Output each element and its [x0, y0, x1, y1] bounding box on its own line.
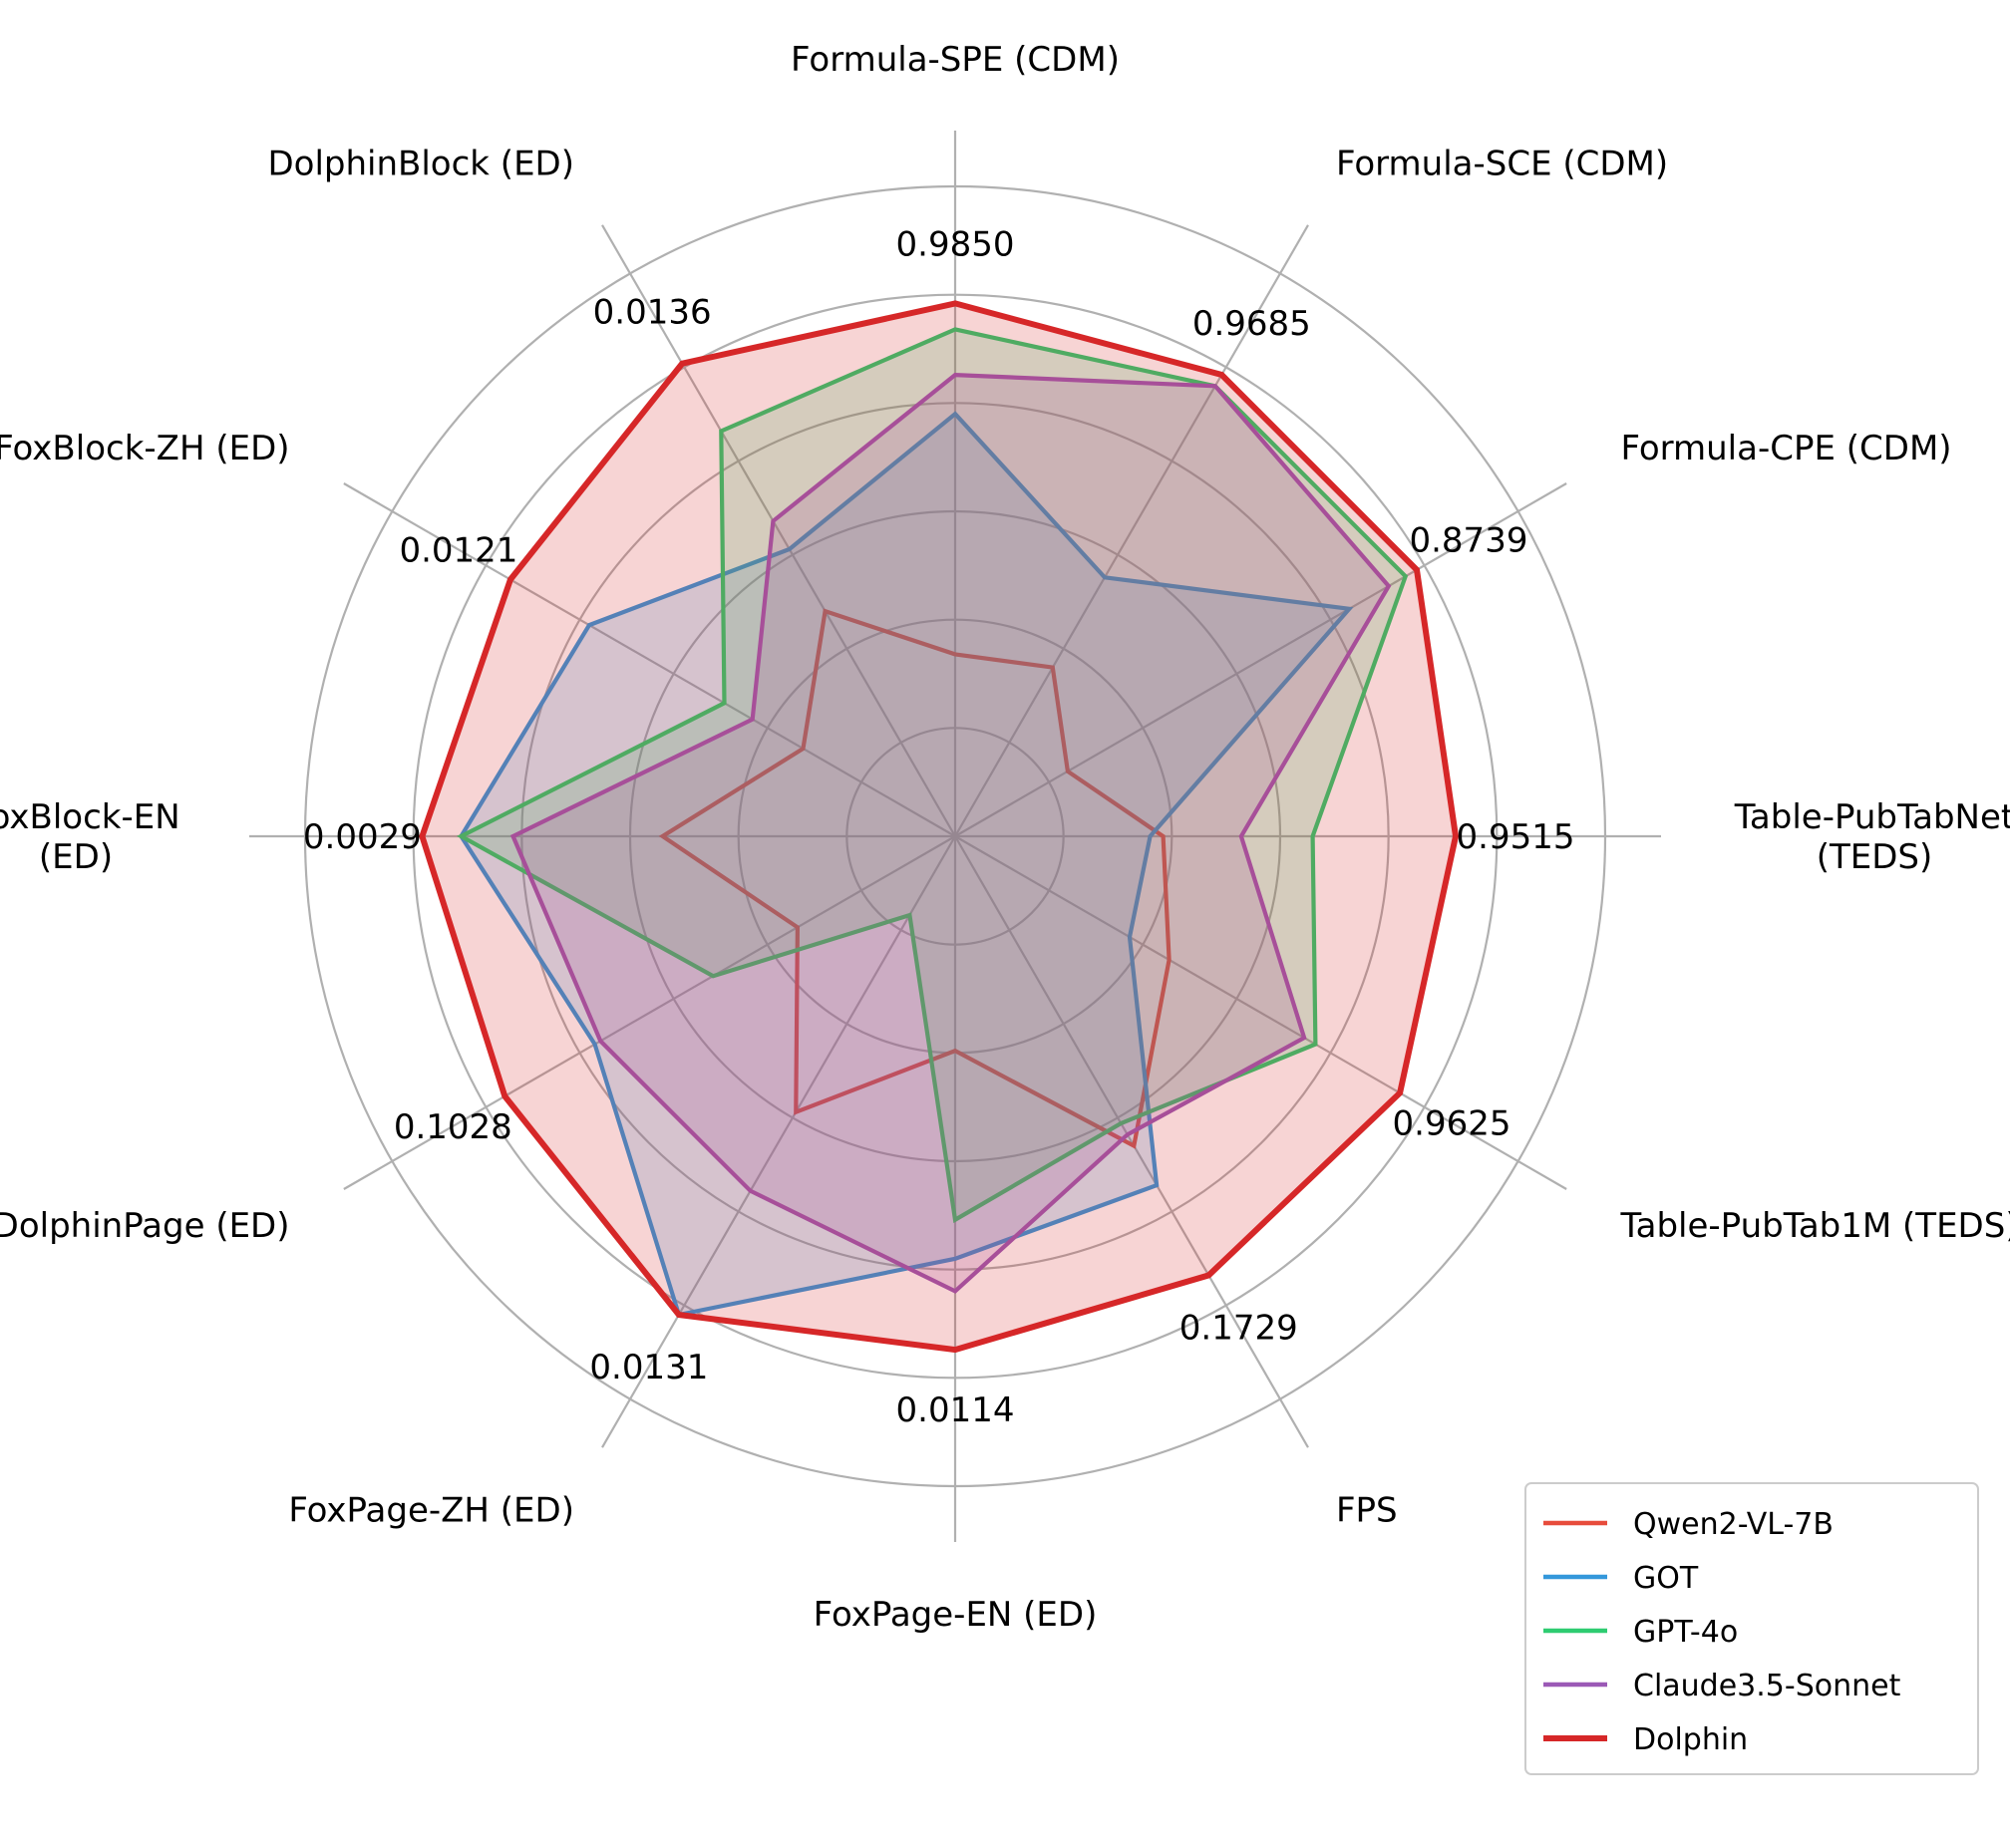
grid-spoke: [954, 224, 1309, 837]
grid-spoke: [343, 482, 956, 837]
value-label-table-pubtab1m-teds: 0.9625: [1393, 1104, 1511, 1144]
value-label-dolphinpage-ed: 0.1028: [394, 1107, 512, 1147]
axis-label-foxblock-zh-ed: FoxBlock-ZH (ED): [0, 429, 290, 468]
series-area-dolphin: [422, 303, 1456, 1351]
series-area-gpt-4o: [461, 329, 1406, 1220]
series-qwen2-vl-7b: [658, 608, 1172, 1149]
series-gpt-4o: [457, 327, 1409, 1224]
axis-label-dolphinblock-ed: DolphinBlock (ED): [267, 145, 574, 184]
legend-label: GPT-4o: [1633, 1615, 1738, 1650]
legend-label: GOT: [1633, 1561, 1699, 1596]
grid-spoke: [954, 482, 1567, 837]
value-label-foxpage-en-ed: 0.0114: [896, 1390, 1015, 1430]
legend-label: Qwen2-VL-7B: [1633, 1507, 1834, 1542]
axis-label-table-pubtab1m-teds: Table-PubTab1M (TEDS): [1619, 1206, 2010, 1246]
value-label-foxpage-zh-ed: 0.0131: [589, 1348, 708, 1387]
series-area-got: [461, 414, 1350, 1315]
grid-spoke: [954, 835, 1309, 1448]
axis-label-foxpage-en-ed: FoxPage-EN (ED): [814, 1595, 1098, 1635]
series-area-claude3-5-sonnet: [512, 375, 1389, 1292]
legend-item-qwen2-vl-7b: Qwen2-VL-7B: [1543, 1507, 1834, 1542]
series-line-gpt-4o: [457, 327, 1409, 1224]
axis-label-foxpage-zh-ed: FoxPage-ZH (ED): [288, 1490, 574, 1530]
series-line-claude3-5-sonnet: [509, 372, 1392, 1294]
series-dolphin: [419, 300, 1460, 1354]
series-claude3-5-sonnet: [509, 372, 1392, 1294]
legend-item-gpt-4o: GPT-4o: [1543, 1615, 1738, 1650]
value-label-formula-sce-cdm: 0.9685: [1192, 304, 1311, 344]
legend-label: Dolphin: [1633, 1722, 1748, 1757]
grid-spoke: [954, 835, 1567, 1190]
legend-label: Claude3.5-Sonnet: [1633, 1669, 1901, 1703]
series-line-got: [459, 411, 1354, 1318]
value-label-table-pubtabnet-teds: 0.9515: [1457, 817, 1575, 857]
radar-grid: [249, 131, 1661, 1542]
legend-item-claude3-5-sonnet: Claude3.5-Sonnet: [1543, 1669, 1901, 1703]
axis-label-fps: FPS: [1336, 1490, 1398, 1530]
value-label-fps: 0.1729: [1179, 1308, 1298, 1348]
value-label-formula-spe-cdm: 0.9850: [896, 224, 1015, 264]
value-labels: 0.9850 0.9685 0.8739 0.9515 0.9625 0.1729 0.01…: [303, 224, 1575, 1430]
series-layer: [419, 300, 1460, 1354]
grid-spoke: [601, 835, 956, 1448]
grid-spoke: [601, 224, 956, 837]
axis-label-dolphinpage-ed: DolphinPage (ED): [0, 1206, 290, 1246]
series-line-dolphin: [419, 300, 1460, 1354]
value-label-foxblock-en-ed: 0.0029: [303, 817, 422, 857]
grid-spoke: [343, 835, 956, 1190]
value-label-dolphinblock-ed: 0.0136: [593, 293, 712, 333]
legend-frame: [1524, 1482, 1979, 1775]
axis-label-formula-cpe-cdm: Formula-CPE (CDM): [1620, 429, 1951, 468]
axis-label-formula-spe-cdm: Formula-SPE (CDM): [791, 40, 1120, 80]
axis-label-foxblock-en-ed: FoxBlock-EN(ED): [0, 797, 180, 877]
axis-label-table-pubtabnet-teds: Table-PubTabNet (TEDS): [1734, 797, 2010, 877]
value-label-formula-cpe-cdm: 0.8739: [1409, 521, 1527, 561]
legend-item-dolphin: Dolphin: [1543, 1722, 1748, 1757]
series-got: [459, 411, 1354, 1318]
value-label-foxblock-zh-ed: 0.0121: [399, 530, 517, 570]
series-line-qwen2-vl-7b: [658, 608, 1172, 1149]
axis-label-formula-sce-cdm: Formula-SCE (CDM): [1336, 145, 1668, 184]
legend-item-got: GOT: [1543, 1561, 1699, 1596]
legend: Qwen2-VL-7B GOT GPT-4o Claude3.5-Sonnet Dolp…: [1524, 1482, 1979, 1775]
axis-labels: Formula-SPE (CDM) Formula-SCE (CDM) Formul…: [0, 40, 2010, 1635]
